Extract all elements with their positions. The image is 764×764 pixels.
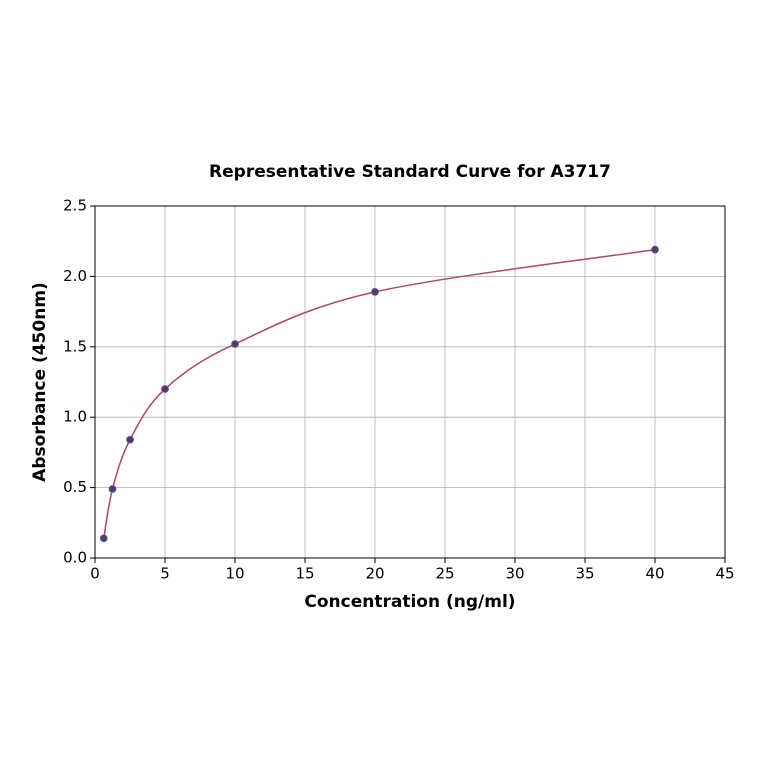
- x-tick-label: 30: [505, 565, 524, 583]
- data-point: [231, 340, 239, 348]
- chart-title: Representative Standard Curve for A3717: [209, 162, 611, 182]
- data-point: [108, 485, 117, 493]
- x-tick-label: 25: [435, 565, 454, 583]
- fit-curve: [103, 248, 656, 539]
- x-tick-label: 20: [365, 565, 384, 583]
- y-tick-label: 1.5: [63, 337, 87, 355]
- x-tick-label: 45: [715, 565, 734, 583]
- y-tick-label: 0.5: [63, 478, 87, 496]
- plot-frame: [94, 205, 726, 559]
- y-tick-label: 2.5: [63, 197, 87, 215]
- data-point: [161, 385, 169, 393]
- data-point: [651, 245, 659, 254]
- x-tick-label: 15: [295, 565, 314, 583]
- x-tick-label: 35: [575, 565, 594, 583]
- data-point: [126, 435, 134, 444]
- y-tick-label: 0.0: [63, 549, 87, 567]
- x-axis-label: Concentration (ng/ml): [304, 592, 515, 612]
- y-tick-label: 1.0: [63, 408, 87, 426]
- data-point: [371, 287, 379, 296]
- y-tick-label: 2.0: [63, 267, 87, 285]
- x-tick-label: 5: [160, 565, 170, 583]
- y-axis-label: Absorbance (450nm): [30, 282, 50, 482]
- x-tick-label: 10: [225, 565, 244, 583]
- x-tick-label: 0: [90, 565, 100, 583]
- data-point: [99, 534, 108, 543]
- x-tick-label: 40: [645, 565, 664, 583]
